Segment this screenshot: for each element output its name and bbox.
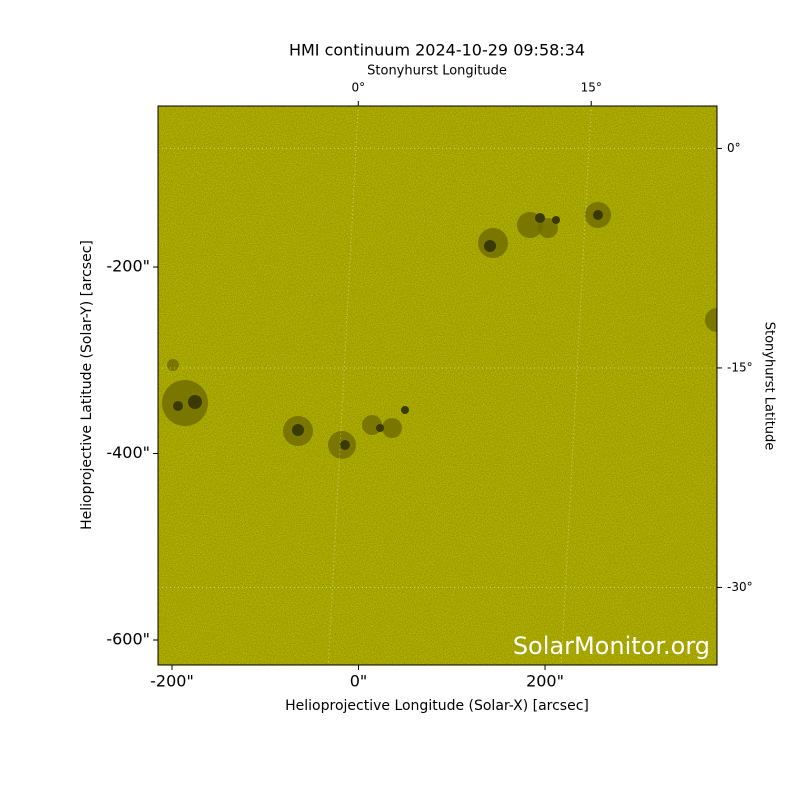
y-tick-label: -200" — [106, 257, 150, 276]
watermark: SolarMonitor.org — [513, 632, 710, 660]
y2-tick-label: 0° — [727, 141, 741, 155]
x2-tick-label: 0° — [351, 81, 365, 95]
x-tick-label: 0" — [350, 672, 368, 691]
y-tick-label: -600" — [106, 630, 150, 649]
y2-axis-label: Stonyhurst Latitude — [762, 322, 777, 451]
chart-title: HMI continuum 2024-10-29 09:58:34 — [289, 41, 585, 60]
x-axis-label: Helioprojective Longitude (Solar-X) [arc… — [285, 698, 589, 714]
y2-tick-label: -15° — [727, 360, 753, 374]
sunspots — [162, 202, 717, 459]
y-tick-label: -400" — [106, 443, 150, 462]
y-axis-label: Helioprojective Latitude (Solar-Y) [arcs… — [79, 240, 95, 530]
x2-axis-label: Stonyhurst Longitude — [367, 64, 507, 79]
x2-tick-label: 15° — [581, 81, 602, 95]
image-noise — [158, 106, 717, 665]
y2-tick-label: -30° — [727, 580, 753, 594]
x-tick-label: 200" — [526, 672, 564, 691]
x-tick-label: -200" — [150, 672, 194, 691]
plot-frame — [157, 105, 718, 666]
